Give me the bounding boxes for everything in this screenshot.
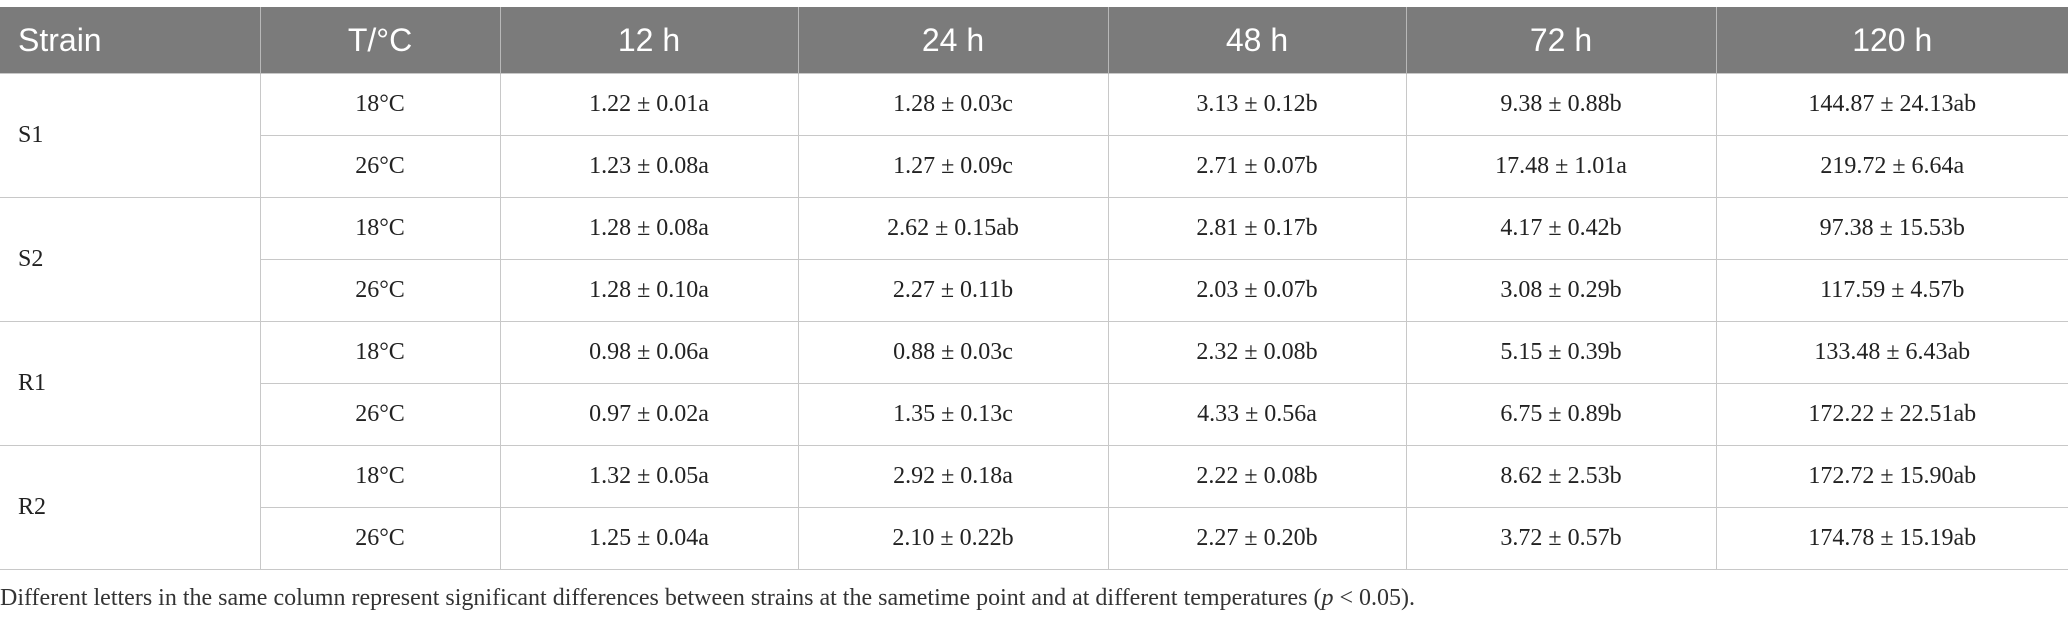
value-cell: 1.35 ± 0.13c [797,383,1109,446]
strain-cell: R2 [0,445,261,570]
value-cell: 174.78 ± 15.19ab [1715,507,2068,570]
value-cell: 2.92 ± 0.18a [797,445,1109,508]
temperature-cell: 18°C [259,321,501,384]
header-cell: 12 h [500,7,799,74]
value-cell: 97.38 ± 15.53b [1715,197,2068,260]
header-cell: 72 h [1406,7,1717,74]
strain-cell: S2 [0,197,261,322]
value-cell: 1.27 ± 0.09c [797,135,1109,198]
value-cell: 2.81 ± 0.17b [1107,197,1407,260]
value-cell: 17.48 ± 1.01a [1405,135,1717,198]
temperature-cell: 18°C [259,445,501,508]
table-body: S1 18°C 1.22 ± 0.01a 1.28 ± 0.03c 3.13 ± 0.1… [0,73,2068,570]
table-row: 26°C 1.28 ± 0.10a 2.27 ± 0.11b 2.03 ± 0.07b… [0,259,2068,322]
value-cell: 1.25 ± 0.04a [499,507,799,570]
data-table: Strain T/°C 12 h 24 h 48 h 72 h 120 h S1 18°C 1.… [0,7,2068,570]
value-cell: 0.98 ± 0.06a [499,321,799,384]
value-cell: 5.15 ± 0.39b [1405,321,1717,384]
value-cell: 1.28 ± 0.10a [499,259,799,322]
value-cell: 2.32 ± 0.08b [1107,321,1407,384]
table-row: 26°C 1.25 ± 0.04a 2.10 ± 0.22b 2.27 ± 0.20b… [0,507,2068,570]
value-cell: 6.75 ± 0.89b [1405,383,1717,446]
strain-cell: R1 [0,321,261,446]
value-cell: 1.28 ± 0.03c [797,73,1109,136]
header-cell: 48 h [1108,7,1407,74]
value-cell: 2.22 ± 0.08b [1107,445,1407,508]
temperature-cell: 26°C [260,507,501,570]
footnote-text: Different letters in the same column rep… [0,585,1322,611]
header-cell: Strain [0,7,261,74]
value-cell: 1.32 ± 0.05a [499,445,799,508]
value-cell: 4.17 ± 0.42b [1405,197,1717,260]
header-cell: 120 h [1716,7,2068,74]
value-cell: 172.22 ± 22.51ab [1715,383,2068,446]
value-cell: 8.62 ± 2.53b [1405,445,1717,508]
value-cell: 2.27 ± 0.20b [1107,507,1407,570]
value-cell: 1.23 ± 0.08a [499,135,799,198]
temperature-cell: 18°C [259,73,501,136]
value-cell: 3.08 ± 0.29b [1405,259,1717,322]
value-cell: 3.13 ± 0.12b [1107,73,1407,136]
table-row: 26°C 1.23 ± 0.08a 1.27 ± 0.09c 2.71 ± 0.07b… [0,135,2068,198]
temperature-cell: 26°C [260,259,501,322]
value-cell: 0.88 ± 0.03c [797,321,1109,384]
value-cell: 3.72 ± 0.57b [1405,507,1717,570]
value-cell: 172.72 ± 15.90ab [1715,445,2068,508]
temperature-cell: 26°C [260,135,501,198]
footnote-text: p [1321,585,1334,611]
footnote: Different letters in the same column rep… [0,585,1415,612]
table-row: S2 18°C 1.28 ± 0.08a 2.62 ± 0.15ab 2.81 ± 0.… [0,197,2068,322]
value-cell: 2.03 ± 0.07b [1107,259,1407,322]
value-cell: 4.33 ± 0.56a [1107,383,1407,446]
header-cell: 24 h [798,7,1109,74]
value-cell: 2.10 ± 0.22b [797,507,1109,570]
header-cell: T/°C [260,7,501,74]
table-row: 26°C 0.97 ± 0.02a 1.35 ± 0.13c 4.33 ± 0.56a… [0,383,2068,446]
footnote-text: < 0.05). [1333,585,1416,611]
value-cell: 1.28 ± 0.08a [499,197,799,260]
value-cell: 2.62 ± 0.15ab [797,197,1109,260]
temperature-cell: 26°C [260,383,501,446]
value-cell: 117.59 ± 4.57b [1715,259,2068,322]
value-cell: 9.38 ± 0.88b [1405,73,1717,136]
value-cell: 2.71 ± 0.07b [1107,135,1407,198]
value-cell: 133.48 ± 6.43ab [1715,321,2068,384]
temperature-cell: 18°C [259,197,501,260]
table-row: R1 18°C 0.98 ± 0.06a 0.88 ± 0.03c 2.32 ± 0.0… [0,321,2068,446]
value-cell: 1.22 ± 0.01a [499,73,799,136]
value-cell: 219.72 ± 6.64a [1715,135,2068,198]
value-cell: 0.97 ± 0.02a [499,383,799,446]
value-cell: 2.27 ± 0.11b [797,259,1109,322]
strain-cell: S1 [0,73,261,198]
table-row: S1 18°C 1.22 ± 0.01a 1.28 ± 0.03c 3.13 ± 0.1… [0,73,2068,198]
header-row: Strain T/°C 12 h 24 h 48 h 72 h 120 h [0,7,2068,74]
value-cell: 144.87 ± 24.13ab [1715,73,2068,136]
table-row: R2 18°C 1.32 ± 0.05a 2.92 ± 0.18a 2.22 ± 0.0… [0,445,2068,570]
